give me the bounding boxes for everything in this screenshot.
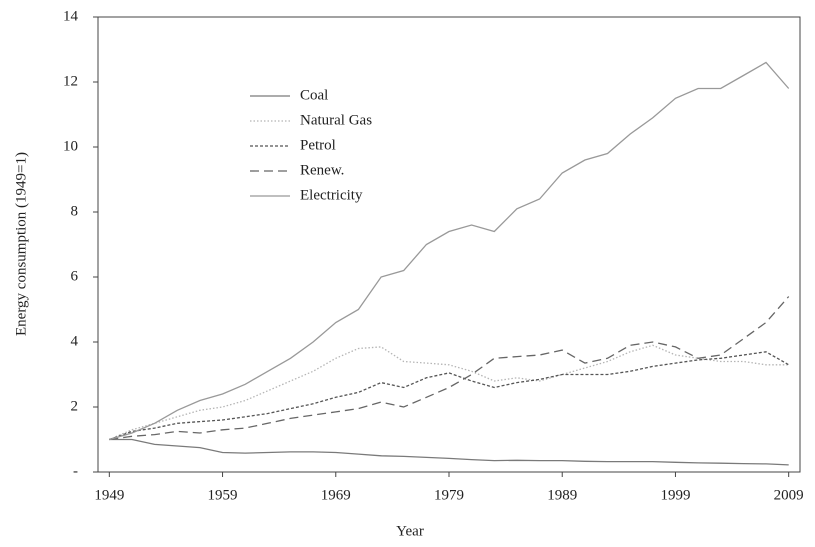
y-tick-label: 14 [63, 8, 79, 24]
line-2 [109, 351, 790, 441]
x-tick-label: 1999 [660, 487, 690, 503]
x-axis-label: Year [396, 523, 424, 539]
x-tick-label: 1979 [434, 487, 464, 503]
legend-label: Natural Gas [300, 112, 372, 128]
y-tick-label: - [73, 463, 78, 479]
line-4 [109, 61, 790, 441]
y-axis-label: Energy consumption (1949=1) [13, 152, 29, 336]
x-tick-label: 1949 [94, 487, 124, 503]
line-1 [109, 344, 789, 441]
y-tick-label: 6 [71, 268, 79, 284]
plot-frame [97, 16, 801, 473]
y-tick-label: 2 [71, 398, 79, 414]
y-tick-label: 4 [71, 333, 79, 349]
y-tick-label: 12 [63, 73, 78, 89]
legend-label: Coal [300, 87, 328, 103]
y-tick-label: 8 [71, 203, 79, 219]
legend-label: Electricity [300, 187, 363, 203]
x-tick-label: 1959 [208, 487, 238, 503]
y-tick-label: 10 [63, 138, 78, 154]
line-0 [109, 438, 789, 466]
x-tick-label: 2009 [774, 487, 804, 503]
x-tick-label: 1989 [547, 487, 577, 503]
legend-label: Renew. [300, 162, 344, 178]
legend-label: Petrol [300, 137, 336, 153]
x-tick-label: 1969 [321, 487, 351, 503]
line-3 [109, 296, 790, 441]
